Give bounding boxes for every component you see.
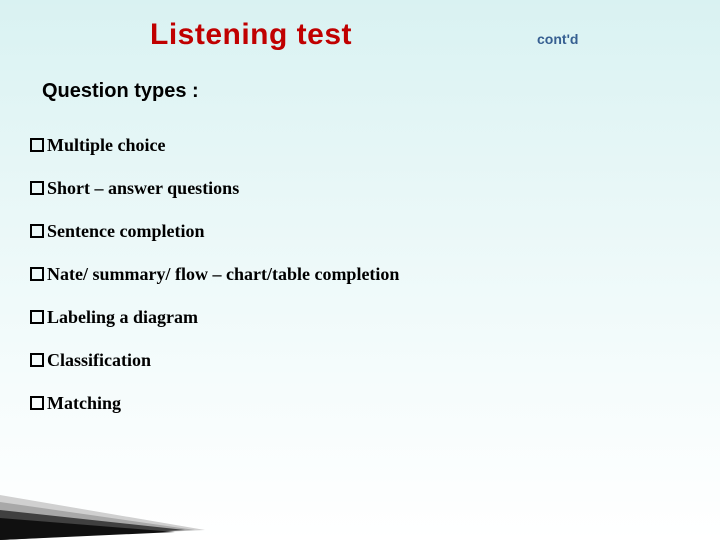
square-bullet-icon	[30, 396, 44, 410]
contd-label: cont'd	[537, 31, 578, 47]
square-bullet-icon	[30, 353, 44, 367]
corner-decoration	[0, 470, 210, 540]
list-item-text: Nate/ summary/ flow – chart/table comple…	[47, 264, 399, 285]
square-bullet-icon	[30, 224, 44, 238]
square-bullet-icon	[30, 181, 44, 195]
square-bullet-icon	[30, 267, 44, 281]
list-item: Matching	[30, 393, 720, 414]
question-types-list: Multiple choice Short – answer questions…	[0, 135, 720, 414]
list-item-text: Labeling a diagram	[47, 307, 198, 328]
square-bullet-icon	[30, 310, 44, 324]
list-item-text: Sentence completion	[47, 221, 204, 242]
list-item: Classification	[30, 350, 720, 371]
list-item: Labeling a diagram	[30, 307, 720, 328]
title-row: Listening test cont'd	[0, 0, 720, 52]
list-item: Short – answer questions	[30, 178, 720, 199]
list-item-text: Multiple choice	[47, 135, 165, 156]
list-item-text: Matching	[47, 393, 121, 414]
list-item-text: Classification	[47, 350, 151, 371]
list-item: Multiple choice	[30, 135, 720, 156]
subtitle: Question types :	[0, 80, 720, 103]
list-item: Nate/ summary/ flow – chart/table comple…	[30, 264, 720, 285]
list-item: Sentence completion	[30, 221, 720, 242]
slide-title: Listening test	[150, 18, 352, 52]
list-item-text: Short – answer questions	[47, 178, 239, 199]
square-bullet-icon	[30, 138, 44, 152]
